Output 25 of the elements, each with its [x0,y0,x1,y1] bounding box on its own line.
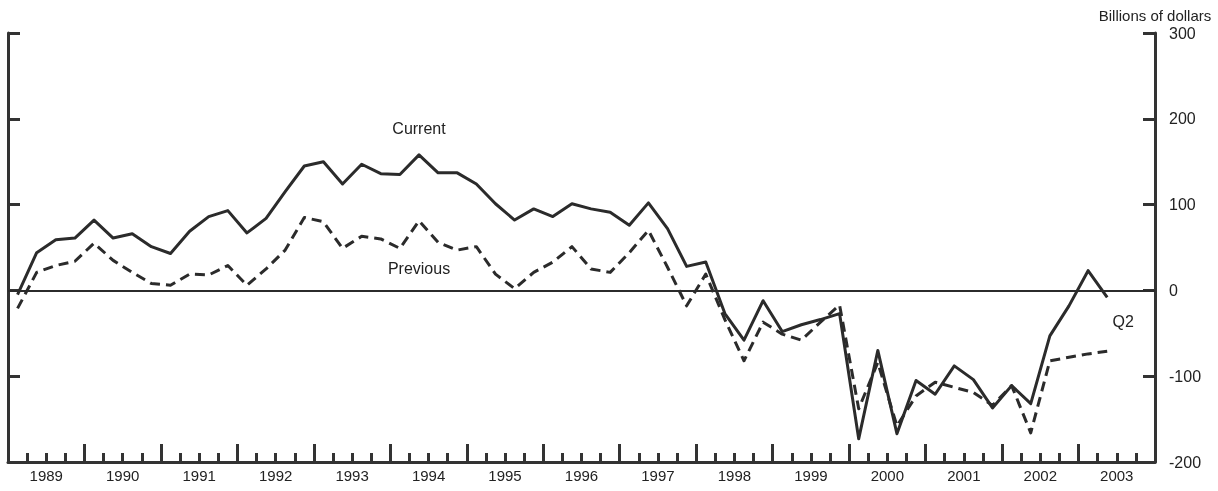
x-tick-label: 1996 [564,467,599,484]
x-tick-label: 2002 [1023,467,1057,484]
x-tick-label: 1990 [106,467,140,484]
x-tick-label: 1991 [182,467,216,484]
series-label: Current [392,120,447,138]
x-tick-label: 1998 [717,467,752,484]
y-tick-label: -100 [1169,367,1202,385]
x-tick-label: 2003 [1100,467,1134,484]
x-tick-label: 1993 [335,467,369,484]
series-label: Previous [387,260,451,278]
y-tick-label: 0 [1169,281,1178,299]
y-tick-label: 200 [1169,110,1196,128]
x-tick-label: 1999 [794,467,828,484]
y-tick-label: -200 [1169,453,1202,471]
y-tick-label: 100 [1169,196,1196,214]
x-tick-label: 1995 [488,467,522,484]
x-tick-label: 2001 [947,467,981,484]
x-tick-label: 2000 [870,467,905,484]
x-tick-label: 1994 [411,467,446,484]
annotation: Q2 [1112,312,1134,330]
x-tick-label: 1989 [29,467,63,484]
x-tick-label: 1992 [258,467,293,484]
y-axis-title: Billions of dollars [1098,7,1212,24]
x-tick-label: 1997 [641,467,675,484]
y-tick-label: 300 [1169,24,1196,42]
